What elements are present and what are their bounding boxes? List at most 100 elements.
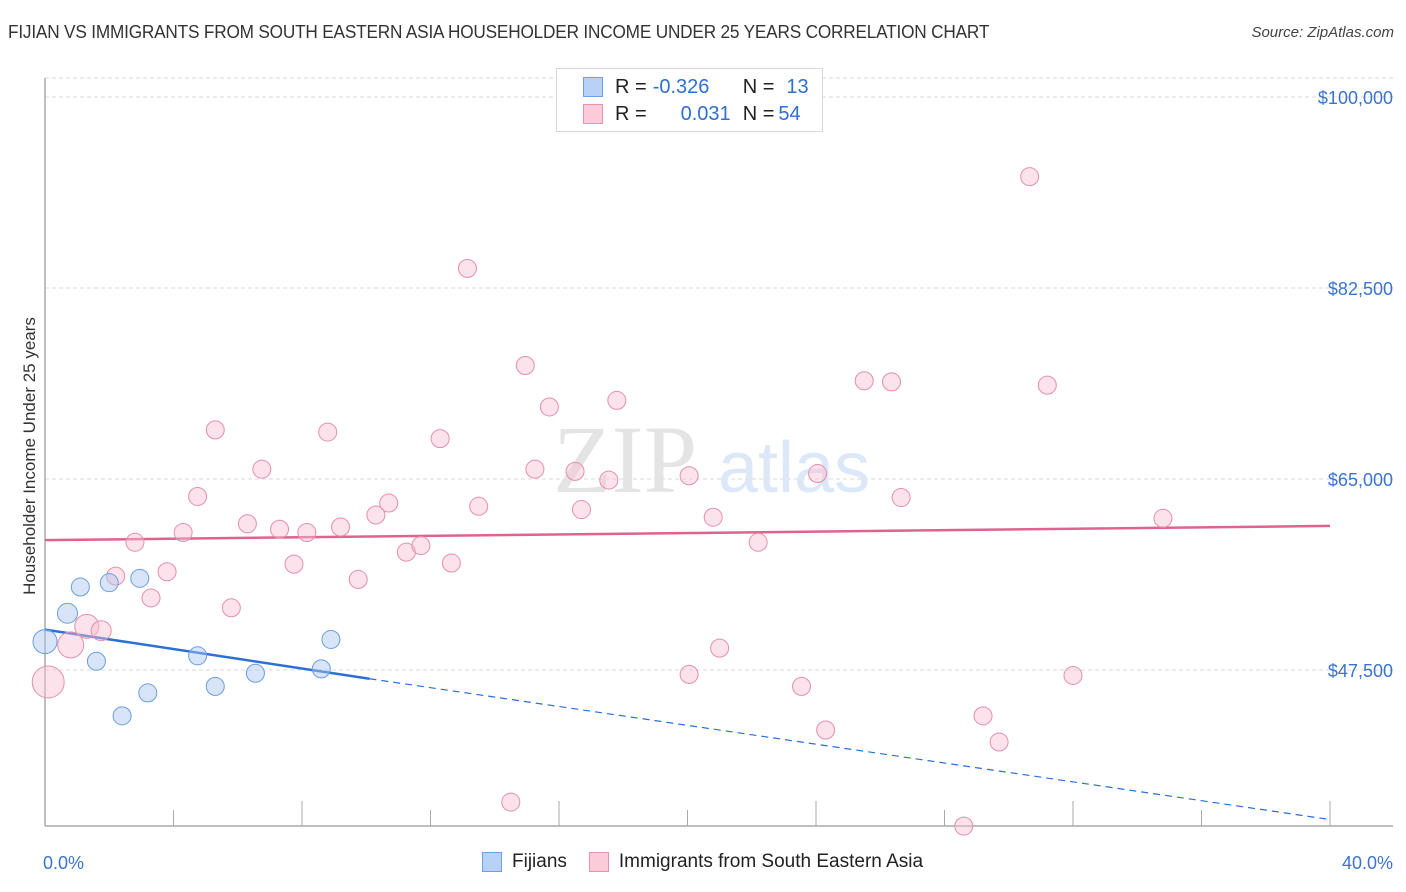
immigrant-point xyxy=(515,355,535,375)
immigrant-point xyxy=(318,422,338,442)
legend-n-label: N = xyxy=(742,102,775,125)
y-tick-label: $65,000 xyxy=(1328,470,1393,490)
immigrant-point xyxy=(539,397,559,417)
legend-item-immigrants[interactable]: Immigrants from South Eastern Asia xyxy=(588,851,924,873)
legend-r-value: 0.031 xyxy=(680,102,731,125)
immigrant-point xyxy=(457,258,477,278)
y-tick-label: $47,500 xyxy=(1328,661,1393,681)
immigrant-point xyxy=(1037,375,1057,395)
immigrant-point xyxy=(90,620,112,642)
immigrant-point xyxy=(808,464,828,484)
y-axis-title: Householder Income Under 25 years xyxy=(20,317,39,595)
immigrant-point xyxy=(954,816,974,836)
immigrant-point xyxy=(703,507,723,527)
immigrant-point xyxy=(679,466,699,486)
immigrant-point xyxy=(989,732,1009,752)
immigrant-point xyxy=(157,562,177,582)
immigrant-point xyxy=(237,514,257,534)
axes xyxy=(44,78,1393,827)
immigrant-point xyxy=(973,706,993,726)
immigrant-point xyxy=(571,500,591,520)
immigrant-point xyxy=(297,522,317,542)
immigrant-point xyxy=(854,371,874,391)
immigrant-point xyxy=(379,493,399,513)
immigrant-point xyxy=(599,470,619,490)
source-label: Source: ZipAtlas.com xyxy=(1251,24,1394,41)
immigrant-point xyxy=(441,553,461,573)
immigrant-point xyxy=(205,420,225,440)
legend-label-immigrants: Immigrants from South Eastern Asia xyxy=(618,851,924,872)
immigrant-point xyxy=(565,461,585,481)
immigrant-point xyxy=(1153,508,1173,528)
immigrant-point xyxy=(710,638,730,658)
stats-legend: R = -0.326 N = 13 R = 0.031 N = 54 xyxy=(556,68,823,132)
immigrant-point xyxy=(348,569,368,589)
legend-swatch-immigrants xyxy=(588,852,609,872)
y-tick-label: $82,500 xyxy=(1328,279,1393,299)
fijian-point xyxy=(138,683,158,703)
immigrant-point xyxy=(679,664,699,684)
immigrant-point xyxy=(469,496,489,516)
fijian-point xyxy=(321,629,341,649)
immigrant-point xyxy=(221,598,241,618)
x-tick-label-min: 0.0% xyxy=(43,853,84,873)
watermark-atlas: atlas xyxy=(718,428,870,508)
immigrant-point xyxy=(607,390,627,410)
series-legend: Fijians Immigrants from South Eastern As… xyxy=(482,851,945,873)
immigrant-point xyxy=(411,536,431,556)
fijian-point xyxy=(56,602,78,624)
fijian-point xyxy=(86,651,106,671)
legend-item-fijians[interactable]: Fijians xyxy=(482,851,567,873)
immigrant-point xyxy=(125,532,145,552)
immigrant-point xyxy=(1063,665,1083,685)
immigrant-point xyxy=(31,665,65,699)
immigrant-point xyxy=(270,519,290,539)
immigrant-point xyxy=(284,554,304,574)
immigrants-trend-line xyxy=(44,524,1331,542)
immigrant-point xyxy=(173,522,193,542)
immigrant-point xyxy=(252,459,272,479)
fijian-point xyxy=(205,676,225,696)
x-tick-label-max: 40.0% xyxy=(1342,853,1393,873)
watermark-zip: ZIP xyxy=(553,406,697,513)
fijian-point xyxy=(188,646,208,666)
fijian-point xyxy=(32,629,58,655)
immigrant-point xyxy=(501,792,521,812)
immigrant-point xyxy=(525,459,545,479)
immigrant-point xyxy=(188,486,208,506)
legend-r-label: R = xyxy=(615,75,647,98)
immigrant-point xyxy=(891,488,911,508)
legend-n-value: 13 xyxy=(786,75,809,98)
axis-labels: $100,000 $82,500 $65,000 $47,500 0.0% 40.0% xyxy=(43,88,1393,873)
immigrant-point xyxy=(881,372,901,392)
fijian-point xyxy=(245,663,265,683)
legend-r-label: R = xyxy=(615,102,647,125)
fijian-point xyxy=(311,659,331,679)
legend-label-fijians: Fijians xyxy=(512,851,567,872)
fijians-trend-line xyxy=(44,628,370,680)
fijian-point xyxy=(70,577,90,597)
fijian-point xyxy=(112,706,132,726)
legend-n-value: 54 xyxy=(778,102,801,125)
chart-title: FIJIAN VS IMMIGRANTS FROM SOUTH EASTERN … xyxy=(8,21,990,42)
fijians-trend-extension xyxy=(369,678,1331,821)
fijian-point xyxy=(130,568,150,588)
legend-row-immigrants: R = 0.031 N = 54 xyxy=(583,102,801,126)
immigrant-point xyxy=(366,505,386,525)
legend-swatch-immigrants xyxy=(583,104,603,124)
gridlines xyxy=(45,77,1393,671)
y-tick-label: $100,000 xyxy=(1318,88,1393,108)
legend-row-fijians: R = -0.326 N = 13 xyxy=(583,75,809,99)
immigrant-point xyxy=(57,631,85,659)
immigrant-point xyxy=(331,517,351,537)
watermark: ZIP atlas xyxy=(553,406,870,513)
fijian-point xyxy=(99,573,119,593)
immigrant-point xyxy=(74,613,100,639)
legend-r-value: -0.326 xyxy=(652,75,710,98)
legend-swatch-fijians xyxy=(583,77,603,97)
legend-swatch-fijians xyxy=(482,852,502,872)
trend-lines xyxy=(44,524,1331,821)
immigrant-point xyxy=(792,676,812,696)
immigrant-point xyxy=(430,429,450,449)
